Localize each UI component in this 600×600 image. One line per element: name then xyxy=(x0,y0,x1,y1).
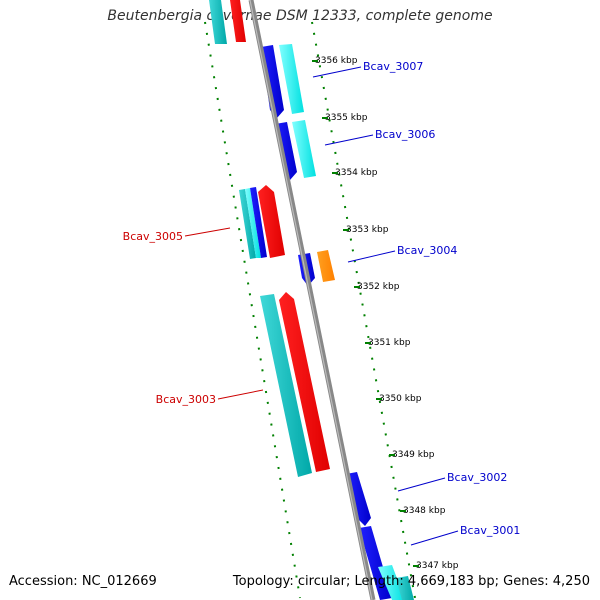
cds-bottom-right xyxy=(396,576,414,600)
feature-bcav-3007 xyxy=(279,44,304,114)
genome-stats: Topology: circular; Length: 4,669,183 bp… xyxy=(232,574,590,589)
tick-label: 3348 kbp xyxy=(403,506,446,516)
accession-label: Accession: NC_012669 xyxy=(9,574,157,589)
position-ticks: 3356 kbp 3355 kbp 3354 kbp 3353 kbp 3352 kbp… xyxy=(312,56,459,571)
gene-leader-line xyxy=(184,227,231,237)
gene-leader-line xyxy=(410,530,459,546)
gene-label[interactable]: Bcav_3006 xyxy=(375,128,435,141)
tick-label: 3350 kbp xyxy=(379,394,422,404)
gene-label[interactable]: Bcav_3001 xyxy=(460,524,520,537)
cds-bcav-3005-blue xyxy=(250,187,267,258)
cds-forward-top xyxy=(230,0,246,42)
gene-leader-line xyxy=(324,134,374,146)
feature-bcav-3005-cyan xyxy=(245,188,261,258)
cds-bcav-3005 xyxy=(258,185,285,258)
cds-bcav-3003 xyxy=(279,292,330,472)
cds-bcav-3007 xyxy=(261,45,284,118)
gene-label[interactable]: Bcav_3002 xyxy=(447,471,507,484)
tick-label: 3353 kbp xyxy=(346,225,389,235)
sequence-backbone xyxy=(248,0,376,600)
gene-label[interactable]: Bcav_3004 xyxy=(397,244,457,257)
feature-bcav-3001 xyxy=(378,565,405,600)
tick-label: 3347 kbp xyxy=(416,561,459,571)
gene-label[interactable]: Bcav_3007 xyxy=(363,60,423,73)
gene-leader-line xyxy=(397,477,446,492)
map-title: Beutenbergia cavernae DSM 12333, complet… xyxy=(107,8,493,24)
gene-leader-line xyxy=(312,66,362,78)
gene-leader-line xyxy=(347,250,396,263)
feature-bcav-3004 xyxy=(317,250,335,282)
feature-reverse-top xyxy=(209,0,227,44)
gene-labels: Bcav_3007 Bcav_3006 Bcav_3005 Bcav_3004 Bcav… xyxy=(123,60,520,546)
feature-bcav-3005-teal xyxy=(239,189,256,259)
tick-label: 3355 kbp xyxy=(325,113,368,123)
tick-label: 3354 kbp xyxy=(335,168,378,178)
tick-label: 3352 kbp xyxy=(357,282,400,292)
feature-bcav-3006 xyxy=(292,120,316,178)
tick-label: 3349 kbp xyxy=(392,450,435,460)
gene-label[interactable]: Bcav_3005 xyxy=(123,230,183,243)
tick-label: 3356 kbp xyxy=(315,56,358,66)
gene-leader-line xyxy=(217,389,264,400)
tick-label: 3351 kbp xyxy=(368,338,411,348)
cds-bcav-3001 xyxy=(359,526,392,600)
feature-bcav-3003 xyxy=(260,294,312,477)
track-guides xyxy=(204,21,416,599)
gene-label[interactable]: Bcav_3003 xyxy=(156,393,216,406)
